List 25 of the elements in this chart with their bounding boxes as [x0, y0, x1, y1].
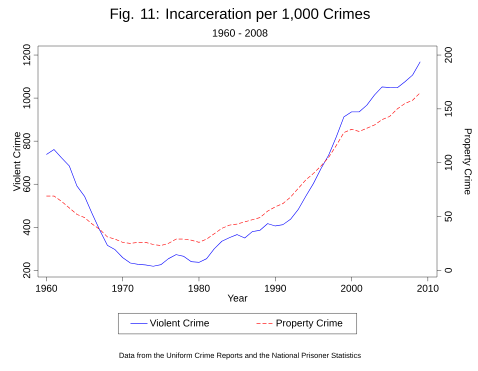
y-tick-label: 200 [23, 262, 30, 278]
y2-tick-label: 200 [444, 47, 452, 63]
y-tick-label: 1000 [23, 87, 30, 108]
y2-axis-title: Property Crime [462, 128, 472, 195]
x-tick-label: 1970 [112, 284, 134, 292]
x-tick-label: 2010 [417, 284, 439, 292]
y-tick-label: 600 [23, 176, 30, 192]
y-tick-label: 800 [23, 133, 30, 150]
legend-label: Property Crime [276, 319, 342, 328]
y-axis-title: Violent Crime [13, 132, 20, 192]
legend-label: Violent Crime [150, 319, 209, 327]
y2-tick-label: 150 [444, 100, 452, 116]
y2-tick-label: 50 [444, 211, 452, 222]
chart-title: Fig. 11: Incarceration per 1,000 Crimes [110, 8, 370, 22]
y-tick-label: 400 [23, 219, 30, 236]
x-tick-label: 1980 [188, 284, 210, 292]
x-tick-label: 1990 [264, 284, 286, 292]
x-axis-title: Year [228, 294, 248, 302]
y2-tick-label: 100 [444, 154, 452, 170]
y-tick-label: 1200 [23, 44, 30, 66]
x-tick-label: 1960 [36, 284, 58, 292]
line-series [46, 61, 421, 267]
x-tick-label: 2000 [340, 284, 362, 292]
y2-tick-label: 0 [444, 268, 452, 273]
chart-subtitle: 1960 - 2008 [212, 29, 268, 37]
